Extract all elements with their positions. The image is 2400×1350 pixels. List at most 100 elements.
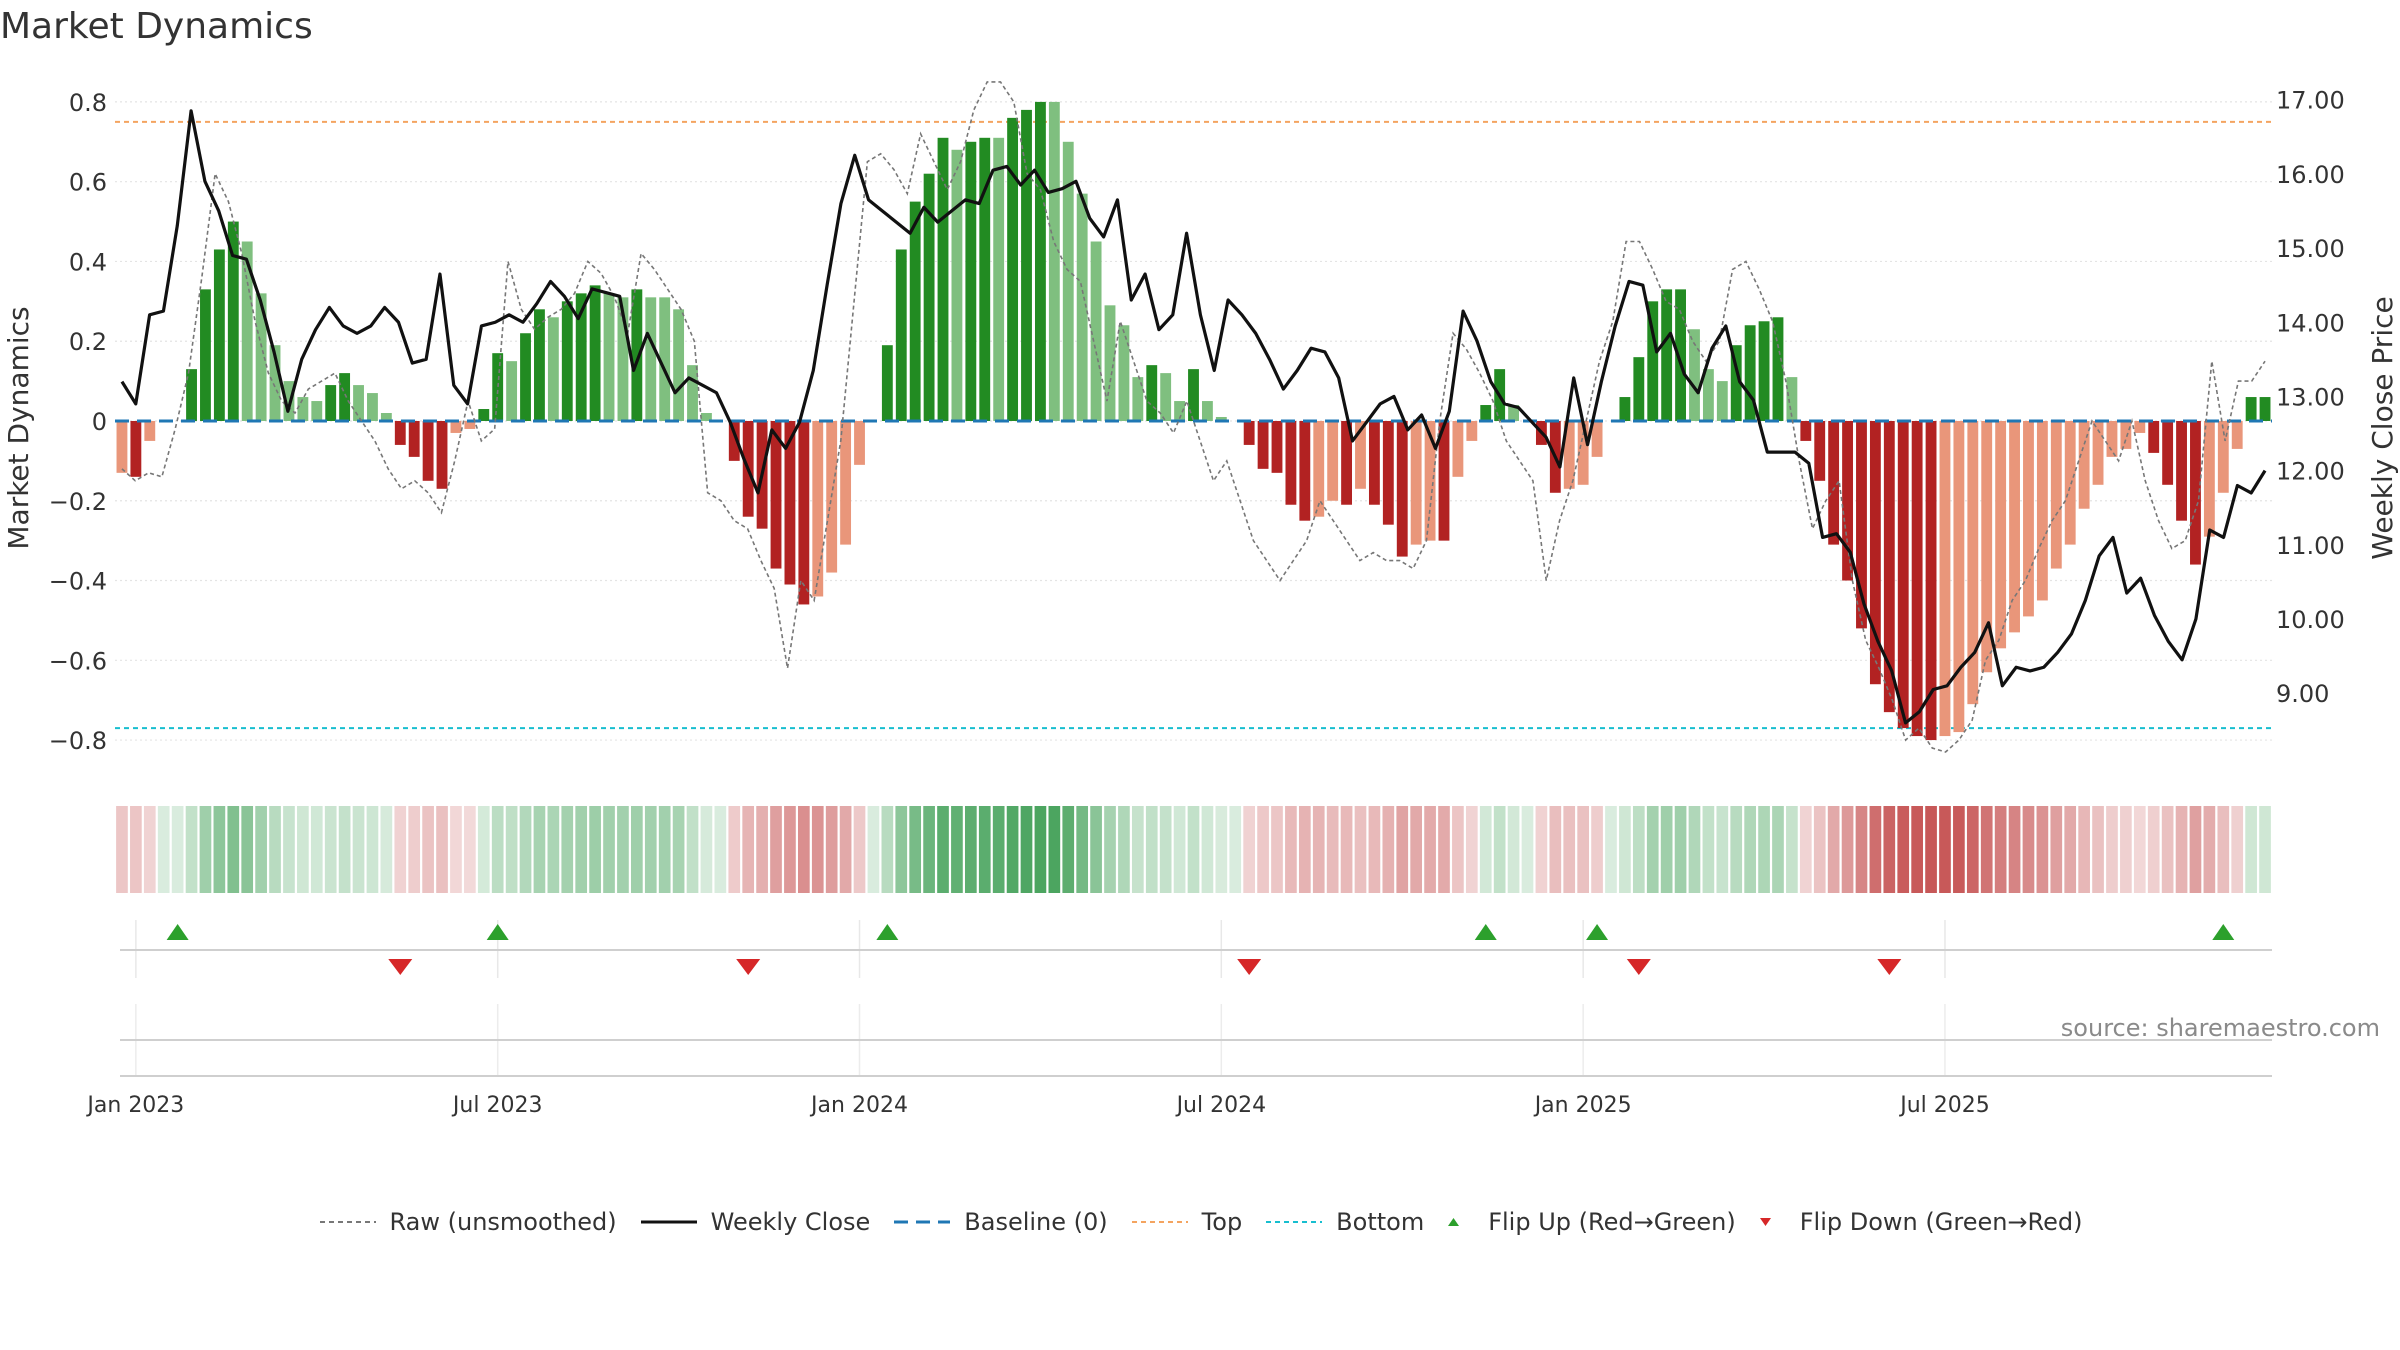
y2-tick-label: 10.00 — [2276, 606, 2345, 634]
bar — [951, 149, 963, 421]
heat-cell — [1257, 806, 1269, 893]
heat-cell — [338, 806, 351, 893]
bar — [2162, 420, 2174, 485]
bar — [213, 249, 225, 421]
heat-cell — [2259, 806, 2271, 893]
bar — [297, 397, 309, 421]
heat-cell — [1966, 806, 1979, 893]
heat-cell — [1187, 806, 1200, 893]
bar — [631, 289, 643, 421]
heat-cell — [408, 806, 421, 893]
x-tick-label: Jul 2024 — [1175, 1093, 1267, 1118]
bar — [798, 420, 810, 605]
heat-cell — [1285, 806, 1297, 893]
bar — [561, 301, 573, 421]
bar — [1034, 101, 1046, 421]
bar — [2231, 420, 2243, 449]
bar — [269, 345, 281, 421]
y2-axis-label: Weekly Close Price — [2366, 296, 2399, 559]
legend-label-flip-up: Flip Up (Red→Green) — [1488, 1208, 1736, 1236]
bar — [1132, 377, 1144, 421]
heat-cell — [269, 806, 281, 893]
heat-cell — [742, 806, 755, 893]
bar — [1842, 420, 1853, 581]
bar — [2092, 420, 2104, 485]
heat-cell — [1758, 806, 1770, 893]
bar — [367, 393, 378, 421]
bar — [659, 297, 671, 421]
heat-cell — [1159, 806, 1172, 893]
x-tick-label: Jan 2023 — [85, 1093, 184, 1118]
bar — [2106, 420, 2118, 457]
heat-cell — [1939, 806, 1951, 893]
heat-cell — [1201, 806, 1214, 893]
bar — [2176, 420, 2187, 521]
bar — [784, 420, 796, 585]
bar — [2134, 420, 2146, 433]
heat-cell — [756, 806, 768, 893]
heat-cell — [297, 806, 309, 893]
y2-tick-label: 17.00 — [2276, 87, 2345, 115]
bar — [1201, 401, 1213, 421]
bar — [1007, 117, 1019, 421]
bar — [1577, 420, 1589, 485]
heat-cell — [770, 806, 782, 893]
heat-strip — [116, 806, 2271, 893]
x-axis-ticks: Jan 2023 Jul 2023 Jan 2024 Jul 2024 Jan 2025… — [85, 1093, 1989, 1118]
bar — [701, 413, 712, 421]
bar — [812, 420, 824, 597]
bar — [1382, 420, 1394, 525]
bar — [1480, 405, 1492, 421]
legend-label-baseline: Baseline (0) — [964, 1208, 1108, 1236]
heat-cell — [1215, 806, 1228, 893]
heat-cell — [1799, 806, 1812, 893]
heat-cell — [1131, 806, 1144, 893]
bar — [2245, 397, 2257, 421]
heat-cell — [2147, 806, 2160, 893]
y2-tick-label: 9.00 — [2276, 680, 2329, 708]
y2-tick-label: 16.00 — [2276, 161, 2345, 189]
bar — [1758, 321, 1770, 421]
heat-cell — [157, 806, 170, 893]
y-tick-label: −0.6 — [49, 647, 107, 675]
y-tick-label: −0.4 — [49, 568, 107, 596]
heat-cell — [2050, 806, 2063, 893]
bar — [1647, 301, 1659, 421]
bar — [687, 365, 698, 421]
bar — [1146, 365, 1158, 421]
heat-cell — [1827, 806, 1840, 893]
bar — [422, 420, 434, 481]
bar — [2078, 420, 2090, 509]
heat-cell — [1229, 806, 1242, 893]
bar — [436, 420, 448, 489]
y-axis-label: Market Dynamics — [2, 306, 35, 549]
bar — [2148, 420, 2160, 453]
heat-cell — [547, 806, 560, 893]
heat-cell — [672, 806, 685, 893]
heat-cell — [714, 806, 727, 893]
heat-cell — [241, 806, 254, 893]
heat-cell — [255, 806, 267, 893]
heat-cell — [992, 806, 1005, 893]
y-tick-label: −0.8 — [49, 727, 107, 755]
legend-swatch-flip-up — [1448, 1218, 1460, 1226]
heat-cell — [1911, 806, 1923, 893]
heat-cell — [811, 806, 824, 893]
bar — [1911, 420, 1923, 737]
heat-cell — [1646, 806, 1659, 893]
heat-cell — [1507, 806, 1520, 893]
bar — [1953, 420, 1965, 733]
heat-cell — [1062, 806, 1075, 893]
bar — [325, 385, 337, 421]
heat-cell — [1382, 806, 1395, 893]
bar — [186, 369, 197, 421]
bar — [1299, 420, 1311, 521]
heat-cell — [2161, 806, 2174, 893]
heat-cell — [1535, 806, 1548, 893]
x-tick-label: Jul 2023 — [451, 1093, 543, 1118]
y2-tick-label: 14.00 — [2276, 309, 2345, 337]
bar — [1869, 420, 1881, 685]
bar — [1271, 420, 1283, 473]
bar — [728, 420, 740, 461]
flip-down-marker — [1626, 959, 1651, 975]
